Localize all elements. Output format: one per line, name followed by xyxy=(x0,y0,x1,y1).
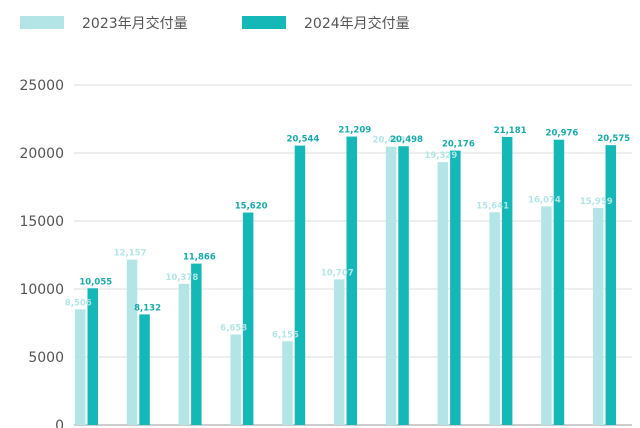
bar-series2-group2 xyxy=(139,314,150,425)
bar-series1-group3 xyxy=(178,283,190,425)
data-label-series1-group2: 12,157 xyxy=(114,249,147,259)
legend-label-2: 2024年月交付量 xyxy=(304,15,410,32)
data-label-series2-group4: 15,620 xyxy=(235,202,268,212)
legend-swatch-2 xyxy=(242,16,286,29)
legend: 2023年月交付量 2024年月交付量 xyxy=(20,15,410,32)
bar-series1-group2 xyxy=(126,259,138,425)
bar-series1-group6 xyxy=(334,279,345,425)
data-label-series2-group6: 21,209 xyxy=(338,126,371,136)
bar-series1-group1 xyxy=(75,309,86,425)
y-axis: 0 5000 10000 15000 20000 25000 xyxy=(19,78,64,428)
data-label-series1-group6: 10,707 xyxy=(321,268,354,278)
bar-series1-group11 xyxy=(593,207,604,425)
bar-series1-group7 xyxy=(385,146,397,426)
y-tick-label: 10000 xyxy=(19,282,64,298)
bar-series1-group10 xyxy=(541,206,552,425)
y-tick-label: 5000 xyxy=(28,350,64,366)
bar-series2-group7 xyxy=(398,146,409,425)
data-label-series1-group8: 19,329 xyxy=(424,151,457,161)
data-label-series1-group7: 20,463 xyxy=(373,136,406,146)
bar-series2-group10 xyxy=(553,139,565,426)
data-label-series2-group7: 20,498 xyxy=(390,135,423,145)
data-label-series2-group5: 20,544 xyxy=(287,135,320,145)
data-label-series1-group10: 16,074 xyxy=(528,195,561,205)
bar-series2-group5 xyxy=(294,145,306,425)
bar-series2-group11 xyxy=(605,145,616,425)
data-label-series1-group5: 6,155 xyxy=(272,330,299,340)
data-label-series1-group11: 15,959 xyxy=(580,197,613,207)
data-label-series1-group1: 8,506 xyxy=(65,298,92,308)
bar-series2-group8 xyxy=(450,150,461,426)
data-label-series2-group3: 11,866 xyxy=(183,253,216,263)
y-tick-label: 25000 xyxy=(19,78,64,94)
bar-series2-group9 xyxy=(501,136,513,425)
data-label-series2-group1: 10,055 xyxy=(79,277,112,287)
bar-series1-group5 xyxy=(282,341,293,425)
bar-labels: 8,506 10,055 12,157 8,132 10,378 11,866 6,658 1… xyxy=(65,126,630,341)
y-tick-label: 20000 xyxy=(19,146,64,162)
bars xyxy=(75,136,616,426)
bar-series1-group4 xyxy=(230,334,241,425)
bar-series2-group1 xyxy=(87,288,98,425)
data-label-series2-group2: 8,132 xyxy=(134,303,161,313)
bar-series1-group8 xyxy=(437,162,449,425)
data-label-series2-group9: 21,181 xyxy=(494,126,527,136)
data-label-series2-group8: 20,176 xyxy=(442,140,475,150)
data-label-series1-group9: 15,641 xyxy=(476,201,509,211)
data-label-series2-group10: 20,976 xyxy=(546,129,579,139)
bar-series1-group9 xyxy=(489,212,500,425)
legend-label-1: 2023年月交付量 xyxy=(82,15,188,32)
bar-series2-group3 xyxy=(191,263,202,425)
y-tick-label: 0 xyxy=(55,418,64,428)
y-tick-label: 15000 xyxy=(19,214,64,230)
legend-swatch-1 xyxy=(20,16,64,29)
data-label-series1-group4: 6,658 xyxy=(220,323,247,333)
data-label-series1-group3: 10,378 xyxy=(165,273,198,283)
data-label-series2-group11: 20,575 xyxy=(597,134,630,144)
bar-series2-group4 xyxy=(242,212,254,425)
bar-series2-group6 xyxy=(346,136,357,425)
